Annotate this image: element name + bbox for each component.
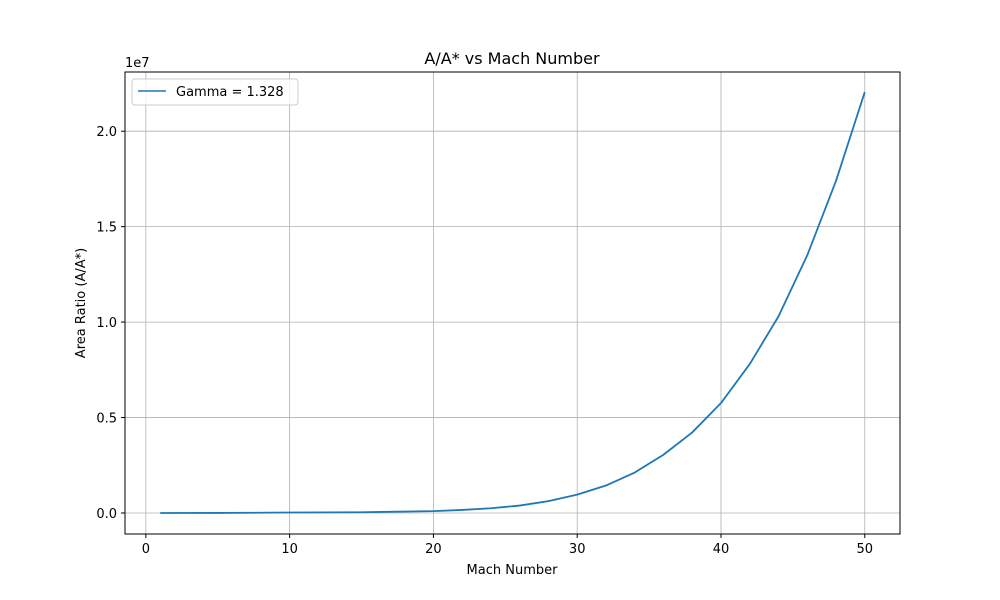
x-tick-label: 10: [281, 542, 298, 557]
axis-ticks: 0 10 20 30 40 50 0.0 0.5 1.0 1.5 2.0: [96, 125, 873, 557]
y-tick-label: 0.5: [96, 412, 117, 427]
legend-box: [131, 78, 299, 106]
y-tick-label: 1.5: [96, 221, 117, 236]
y-axis-label: Area Ratio (A/A*): [74, 248, 89, 358]
legend: Gamma = 1.328: [131, 78, 299, 106]
x-axis-label: Mach Number: [467, 563, 559, 578]
x-tick-label: 40: [713, 542, 730, 557]
series-layer: [160, 91, 866, 514]
x-tick-label: 20: [425, 542, 442, 557]
x-tick-label: 0: [142, 542, 150, 557]
grid: [125, 72, 900, 534]
legend-label: Gamma = 1.328: [176, 85, 284, 100]
plot-frame: [124, 71, 901, 535]
y-tick-label: 2.0: [96, 125, 117, 140]
x-tick-label: 50: [856, 542, 873, 557]
series-line-0: [160, 91, 866, 514]
x-tick-label: 30: [569, 542, 586, 557]
chart-title: A/A* vs Mach Number: [424, 49, 600, 68]
y-axis-offset-label: 1e7: [125, 56, 150, 71]
y-tick-label: 0.0: [96, 507, 117, 522]
y-tick-label: 1.0: [96, 316, 117, 331]
